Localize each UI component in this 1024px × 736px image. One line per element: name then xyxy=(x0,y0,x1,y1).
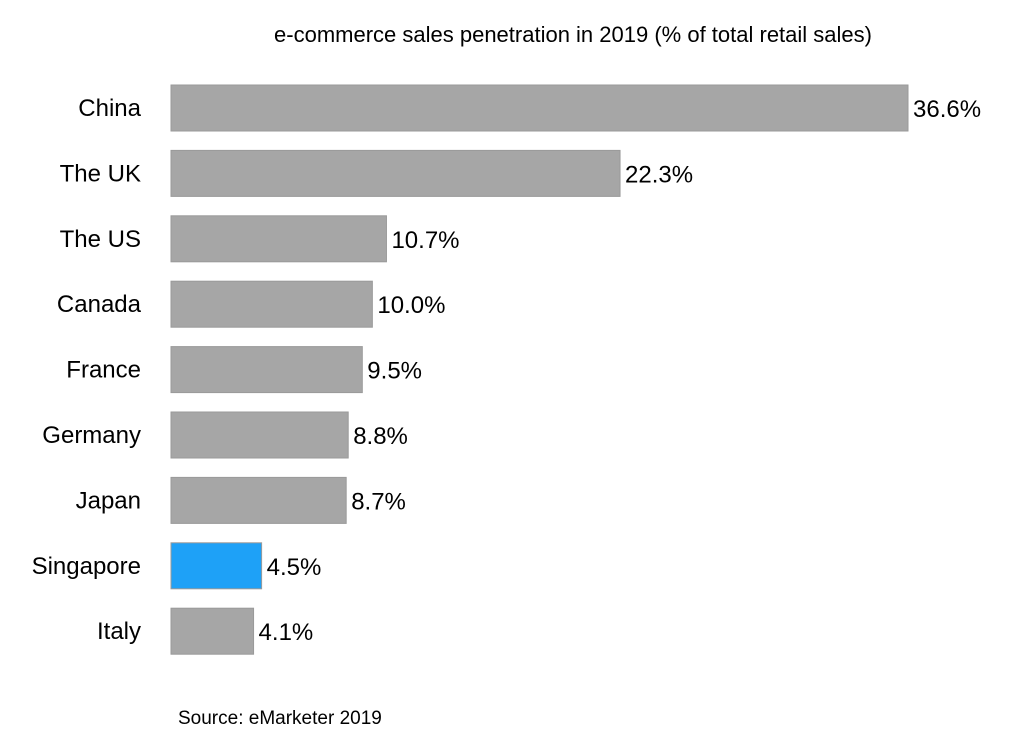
category-label: Japan xyxy=(76,487,141,514)
data-label: 10.7% xyxy=(391,227,459,254)
data-label: 8.8% xyxy=(353,423,408,450)
data-label: 9.5% xyxy=(367,358,422,385)
data-label: 10.0% xyxy=(377,292,445,319)
category-label: The UK xyxy=(60,160,141,187)
data-label: 4.5% xyxy=(267,554,322,581)
bar-germany xyxy=(170,411,349,459)
bar-italy xyxy=(170,607,255,655)
data-label: 36.6% xyxy=(913,96,981,123)
data-label: 8.7% xyxy=(351,488,406,515)
category-label: Italy xyxy=(97,618,141,645)
data-label: 4.1% xyxy=(259,619,314,646)
bar-china xyxy=(170,84,909,132)
bar-the-us xyxy=(170,215,387,263)
bar-singapore xyxy=(170,542,263,590)
category-label: China xyxy=(78,95,141,122)
source-note: Source: eMarketer 2019 xyxy=(178,708,382,729)
bar-france xyxy=(170,346,363,394)
category-label: Singapore xyxy=(32,553,141,580)
category-label: The US xyxy=(60,226,141,253)
category-label: Germany xyxy=(42,422,141,449)
bar-the-uk xyxy=(170,149,621,197)
data-label: 22.3% xyxy=(625,161,693,188)
bar-canada xyxy=(170,280,373,328)
bar-japan xyxy=(170,476,347,524)
category-label: Canada xyxy=(57,291,142,318)
category-label: France xyxy=(66,357,141,384)
chart-title: e-commerce sales penetration in 2019 (% … xyxy=(274,22,872,47)
